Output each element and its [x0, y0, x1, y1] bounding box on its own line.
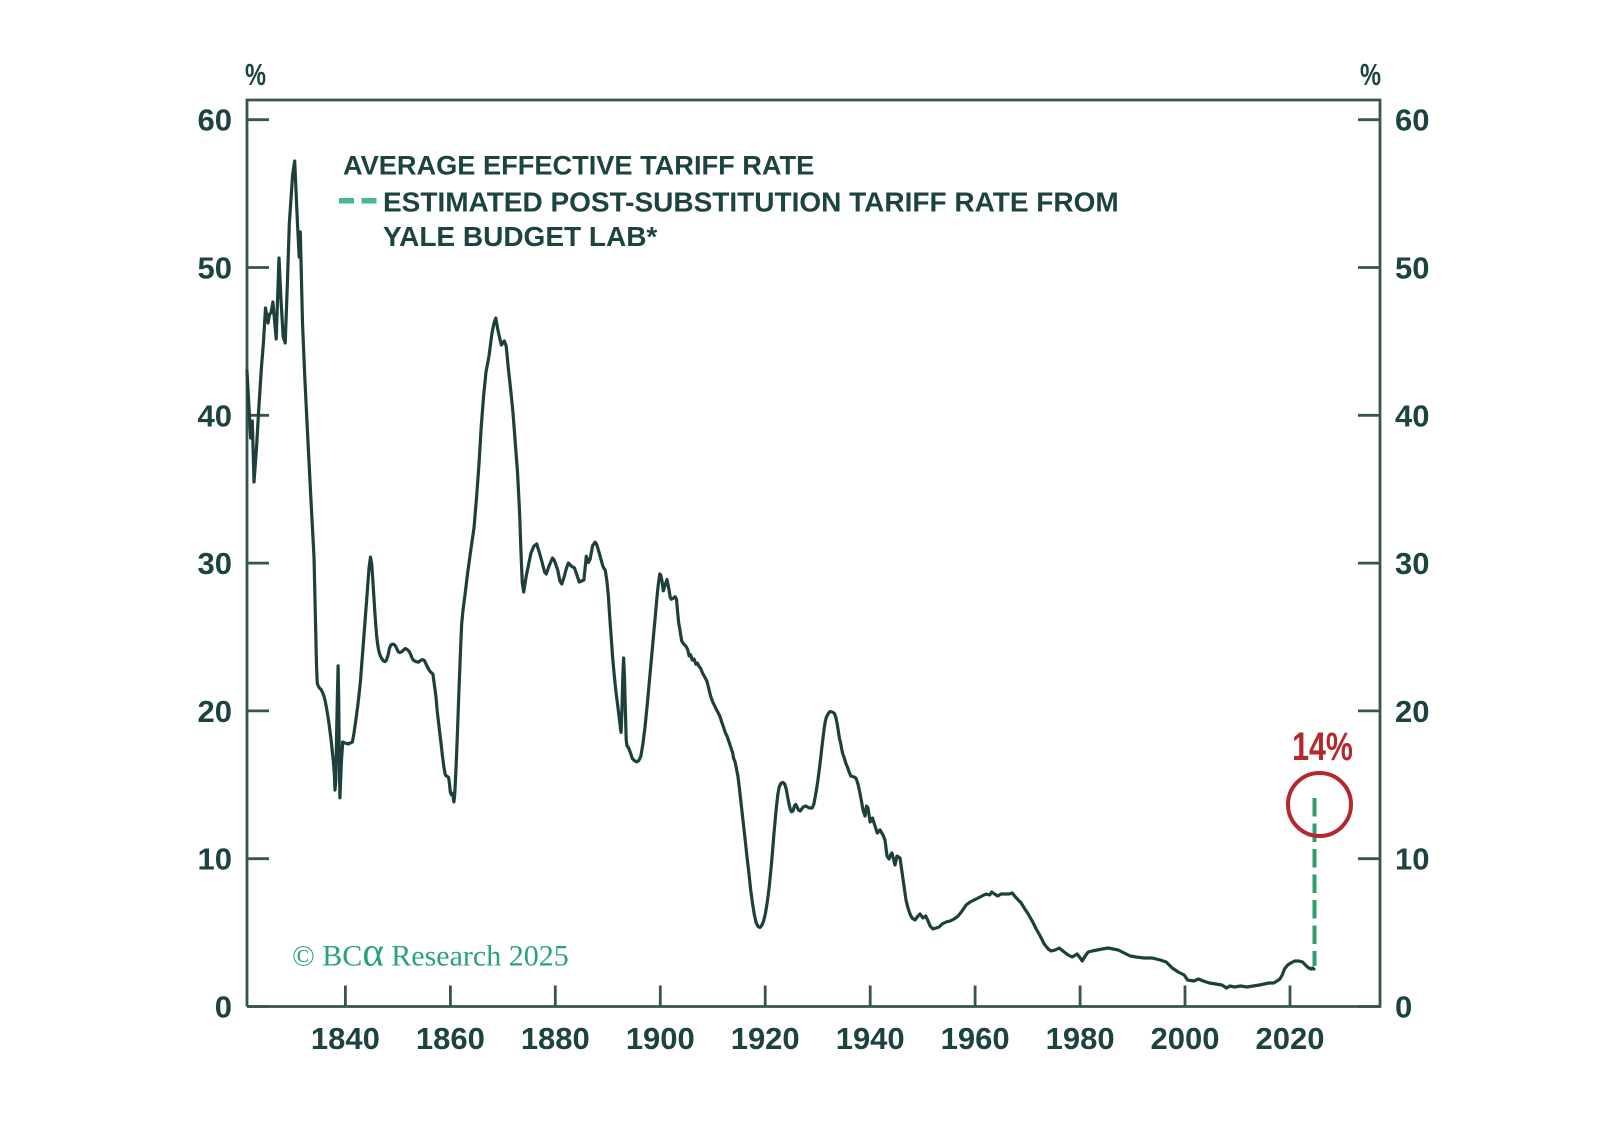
svg-text:1860: 1860 — [416, 1021, 485, 1056]
svg-text:50: 50 — [1395, 251, 1429, 286]
svg-text:40: 40 — [198, 398, 232, 433]
svg-text:10: 10 — [1395, 842, 1429, 877]
svg-text:60: 60 — [198, 103, 232, 138]
svg-text:1980: 1980 — [1046, 1021, 1115, 1056]
svg-text:1840: 1840 — [311, 1021, 380, 1056]
svg-text:1940: 1940 — [836, 1021, 905, 1056]
svg-text:1960: 1960 — [941, 1021, 1010, 1056]
svg-text:1900: 1900 — [626, 1021, 695, 1056]
svg-text:10: 10 — [198, 842, 232, 877]
svg-text:%: % — [245, 57, 266, 92]
svg-text:0: 0 — [1395, 990, 1412, 1025]
svg-text:30: 30 — [1395, 546, 1429, 581]
svg-text:50: 50 — [198, 251, 232, 286]
svg-text:1880: 1880 — [521, 1021, 590, 1056]
svg-text:0: 0 — [215, 990, 232, 1025]
svg-text:20: 20 — [198, 694, 232, 729]
svg-text:60: 60 — [1395, 103, 1429, 138]
svg-text:%: % — [1360, 57, 1381, 92]
svg-text:AVERAGE EFFECTIVE TARIFF RATE: AVERAGE EFFECTIVE TARIFF RATE — [343, 150, 814, 181]
svg-text:2000: 2000 — [1151, 1021, 1220, 1056]
svg-text:14%: 14% — [1292, 724, 1353, 769]
svg-text:YALE BUDGET LAB*: YALE BUDGET LAB* — [383, 221, 657, 252]
svg-text:20: 20 — [1395, 694, 1429, 729]
svg-text:40: 40 — [1395, 398, 1429, 433]
svg-text:ESTIMATED POST-SUBSTITUTION TA: ESTIMATED POST-SUBSTITUTION TARIFF RATE … — [383, 187, 1119, 218]
svg-text:30: 30 — [198, 546, 232, 581]
svg-text:1920: 1920 — [731, 1021, 800, 1056]
svg-text:2020: 2020 — [1256, 1021, 1325, 1056]
